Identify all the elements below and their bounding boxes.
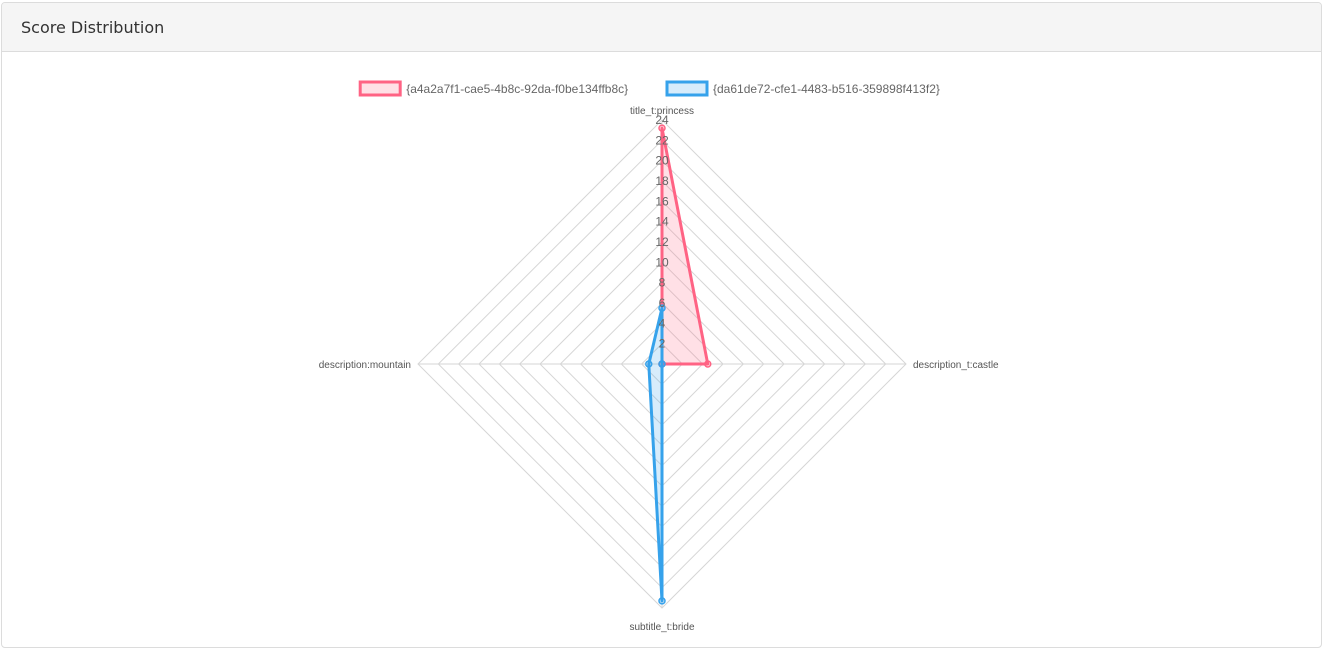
- tick-label: 22: [655, 133, 669, 147]
- radar-chart: {a4a2a7f1-cae5-4b8c-92da-f0be134ffb8c} {d…: [319, 80, 999, 633]
- series-2: [645, 304, 666, 605]
- tick-label: 2: [659, 337, 666, 351]
- series-point[interactable]: [704, 360, 712, 368]
- legend-label: {da61de72-cfe1-4483-b516-359898f413f2}: [713, 82, 940, 96]
- axis-label: description:mountain: [319, 360, 411, 371]
- series-layer: [645, 124, 712, 605]
- series-point[interactable]: [658, 360, 666, 368]
- legend-swatch: [665, 80, 709, 97]
- radar-chart-area: {a4a2a7f1-cae5-4b8c-92da-f0be134ffb8c} {d…: [2, 52, 1321, 647]
- legend-item-2[interactable]: {da61de72-cfe1-4483-b516-359898f413f2}: [665, 80, 940, 97]
- series-point[interactable]: [658, 304, 666, 312]
- legend-swatch: [358, 80, 402, 97]
- series-point[interactable]: [645, 360, 653, 368]
- panel-title: Score Distribution: [21, 17, 165, 37]
- tick-label: 10: [655, 255, 669, 269]
- tick-label: 14: [655, 215, 669, 229]
- tick-label: 6: [659, 296, 666, 310]
- series-point[interactable]: [658, 597, 666, 605]
- axis-label: subtitle_t:bride: [629, 622, 694, 633]
- legend-label: {a4a2a7f1-cae5-4b8c-92da-f0be134ffb8c}: [406, 82, 628, 96]
- axis-point-labels: title_t:princess description_t:castlesubt…: [319, 106, 999, 633]
- series-area: [647, 306, 664, 603]
- tick-label: 8: [659, 276, 666, 290]
- chart-legend: {a4a2a7f1-cae5-4b8c-92da-f0be134ffb8c} {d…: [358, 80, 940, 97]
- panel-header: Score Distribution: [2, 3, 1321, 52]
- tick-label: 12: [655, 235, 669, 249]
- tick-label: 4: [659, 316, 666, 330]
- axis-label: description_t:castle: [913, 360, 999, 371]
- tick-label: 18: [655, 174, 669, 188]
- legend-item-1[interactable]: {a4a2a7f1-cae5-4b8c-92da-f0be134ffb8c}: [358, 80, 628, 97]
- series-point[interactable]: [658, 124, 666, 132]
- tick-label: 24: [655, 113, 669, 127]
- tick-label: 16: [655, 194, 669, 208]
- tick-label: 20: [655, 154, 669, 168]
- series-area: [660, 126, 710, 366]
- axis-label: title_t:princess: [630, 106, 694, 117]
